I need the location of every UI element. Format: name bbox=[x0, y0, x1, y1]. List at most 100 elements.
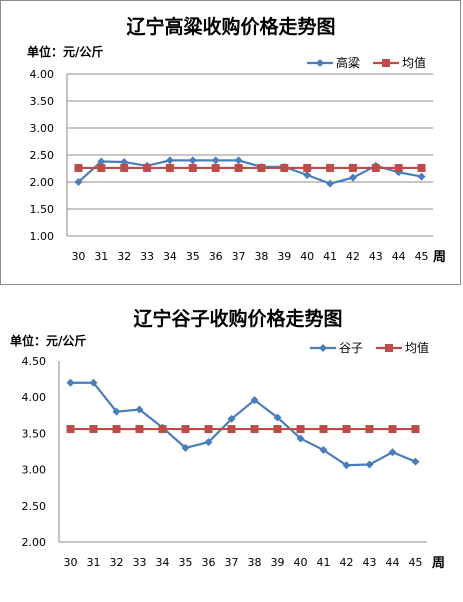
x-tick-label: 36 bbox=[202, 556, 216, 569]
y-tick-label: 1.50 bbox=[30, 203, 55, 216]
y-tick-label: 2.00 bbox=[22, 536, 47, 549]
data-point bbox=[417, 163, 426, 172]
data-point bbox=[143, 163, 152, 172]
x-tick-label: 34 bbox=[163, 250, 177, 263]
x-tick-label: 40 bbox=[294, 556, 308, 569]
x-tick-label: 36 bbox=[209, 250, 223, 263]
data-point bbox=[112, 425, 121, 434]
x-tick-label: 30 bbox=[71, 250, 85, 263]
legend-label: 谷子 bbox=[339, 341, 363, 355]
data-point bbox=[97, 163, 106, 172]
data-point bbox=[411, 425, 420, 434]
x-tick-label: 42 bbox=[340, 556, 354, 569]
data-point bbox=[234, 163, 243, 172]
x-tick-label: 45 bbox=[409, 556, 423, 569]
data-point bbox=[319, 425, 328, 434]
legend-label: 均值 bbox=[402, 55, 426, 70]
x-tick-label: 31 bbox=[87, 556, 101, 569]
legend-label: 高粱 bbox=[336, 55, 360, 70]
x-tick-label: 45 bbox=[415, 250, 429, 263]
data-point bbox=[348, 173, 357, 182]
data-point bbox=[165, 156, 174, 165]
unit-label: 单位：元/公斤 bbox=[10, 333, 86, 348]
data-point bbox=[250, 396, 259, 405]
x-tick-label: 44 bbox=[392, 250, 406, 263]
data-point bbox=[211, 156, 220, 165]
y-tick-label: 3.00 bbox=[22, 464, 47, 477]
y-tick-label: 4.00 bbox=[22, 391, 47, 404]
data-point bbox=[74, 178, 83, 186]
x-tick-label: 43 bbox=[363, 556, 377, 569]
x-tick-label: 38 bbox=[248, 556, 262, 569]
data-point bbox=[257, 163, 266, 172]
x-axis-label: 周 bbox=[432, 556, 445, 571]
data-point bbox=[296, 425, 305, 434]
y-tick-label: 1.00 bbox=[30, 230, 55, 243]
y-tick-label: 3.00 bbox=[30, 122, 55, 135]
legend-marker bbox=[382, 59, 390, 67]
data-point bbox=[280, 163, 289, 172]
data-point bbox=[227, 425, 236, 434]
chart-panel-millet: 辽宁谷子收购价格走势图单位：元/公斤 4.50 4.00 3.50 3.00 2.50 2.… bbox=[0, 290, 461, 598]
data-point bbox=[348, 163, 357, 172]
data-point bbox=[112, 407, 121, 416]
data-point bbox=[319, 446, 328, 455]
x-tick-label: 33 bbox=[140, 250, 154, 263]
x-tick-label: 37 bbox=[225, 556, 239, 569]
data-point bbox=[204, 425, 213, 434]
data-point bbox=[371, 163, 380, 172]
data-point bbox=[227, 414, 236, 423]
data-point bbox=[204, 438, 213, 447]
data-point bbox=[394, 163, 403, 172]
data-point bbox=[365, 460, 374, 469]
data-point bbox=[135, 405, 144, 414]
y-tick-label: 2.50 bbox=[22, 500, 47, 513]
chart-panel-sorghum: 辽宁高粱收购价格走势图单位：元/公斤 4.00 3.50 3.00 2.50 2.00 1.… bbox=[0, 0, 461, 285]
data-point bbox=[273, 413, 282, 422]
x-tick-label: 33 bbox=[133, 556, 147, 569]
data-point bbox=[66, 378, 75, 387]
data-point bbox=[211, 163, 220, 172]
data-point bbox=[326, 163, 335, 172]
y-tick-label: 4.50 bbox=[22, 355, 47, 368]
x-axis-label: 周 bbox=[433, 250, 446, 265]
legend-marker bbox=[319, 344, 327, 352]
x-tick-label: 40 bbox=[300, 250, 314, 263]
data-point bbox=[66, 425, 75, 434]
x-tick-label: 30 bbox=[64, 556, 78, 569]
data-point bbox=[342, 461, 351, 470]
data-point bbox=[181, 425, 190, 434]
data-point bbox=[135, 425, 144, 434]
chart-title: 辽宁谷子收购价格走势图 bbox=[133, 307, 342, 330]
data-point bbox=[411, 457, 420, 466]
y-tick-label: 2.00 bbox=[30, 176, 55, 189]
legend-marker bbox=[316, 59, 324, 67]
data-point bbox=[250, 425, 259, 434]
x-tick-label: 41 bbox=[317, 556, 331, 569]
data-point bbox=[165, 163, 174, 172]
data-point bbox=[296, 434, 305, 443]
data-point bbox=[303, 170, 312, 179]
x-tick-label: 34 bbox=[156, 556, 170, 569]
y-tick-label: 3.50 bbox=[22, 427, 47, 440]
x-tick-label: 37 bbox=[232, 250, 246, 263]
data-point bbox=[181, 443, 190, 452]
data-point bbox=[158, 425, 167, 434]
unit-label: 单位：元/公斤 bbox=[27, 44, 103, 59]
x-tick-label: 31 bbox=[94, 250, 108, 263]
series-line bbox=[70, 381, 416, 467]
y-tick-label: 3.50 bbox=[30, 95, 55, 108]
x-tick-label: 39 bbox=[277, 250, 291, 263]
data-point bbox=[388, 425, 397, 434]
data-point bbox=[342, 425, 351, 434]
x-tick-label: 32 bbox=[110, 556, 124, 569]
x-tick-label: 35 bbox=[179, 556, 193, 569]
data-point bbox=[234, 156, 243, 165]
y-tick-label: 2.50 bbox=[30, 149, 55, 162]
chart-title: 辽宁高粱收购价格走势图 bbox=[126, 15, 335, 38]
x-tick-label: 43 bbox=[369, 250, 383, 263]
x-tick-label: 38 bbox=[254, 250, 268, 263]
data-point bbox=[303, 163, 312, 172]
y-tick-label: 4.00 bbox=[30, 68, 55, 81]
